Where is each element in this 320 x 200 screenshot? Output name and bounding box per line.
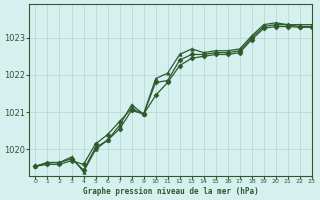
X-axis label: Graphe pression niveau de la mer (hPa): Graphe pression niveau de la mer (hPa) bbox=[83, 187, 259, 196]
